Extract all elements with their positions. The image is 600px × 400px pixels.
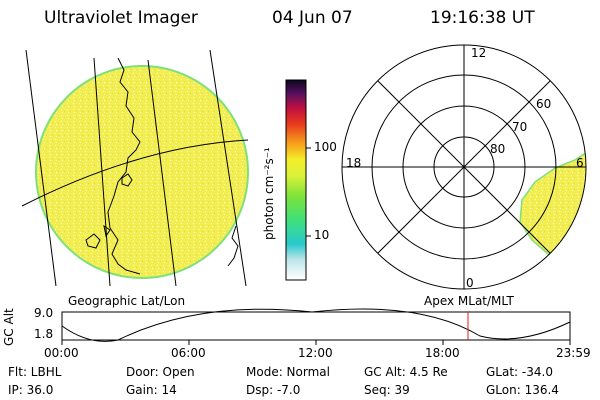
info-door: Door: Open: [126, 365, 195, 379]
timeline-xtick-1200: 12:00: [298, 346, 333, 360]
info-glat: GLat: -34.0: [486, 365, 553, 379]
info-glon: GLon: 136.4: [486, 383, 559, 397]
mlt-label-6: 6: [576, 156, 584, 170]
geographic-caption: Geographic Lat/Lon: [68, 294, 186, 308]
timeline-xtick-2359: 23:59: [556, 346, 591, 360]
mlt-label-12: 12: [471, 46, 487, 60]
timeline-xtick-0000: 00:00: [44, 346, 79, 360]
date-label: 04 Jun 07: [272, 8, 353, 28]
polar-plot: [341, 44, 587, 290]
info-flt: Flt: LBHL: [8, 365, 62, 379]
info-ip: IP: 36.0: [8, 383, 54, 397]
colorbar-unit-label: photon cm⁻²s⁻¹: [262, 147, 276, 240]
mlt-label-18: 18: [346, 156, 362, 170]
timeline-ytick-low: 1.8: [34, 327, 54, 341]
info-seq: Seq: 39: [364, 383, 410, 397]
timeline-ytick-high: 9.0: [34, 306, 54, 320]
timeline-ylabel: GC Alt: [2, 308, 16, 346]
colorbar-tick-100: 100: [314, 140, 337, 154]
colorbar: [285, 79, 311, 281]
info-gc-alt: GC Alt: 4.5 Re: [364, 365, 448, 379]
info-dsp: Dsp: -7.0: [246, 383, 301, 397]
info-mode: Mode: Normal: [246, 365, 330, 379]
mlt-label-0: 0: [466, 276, 474, 290]
instrument-title: Ultraviolet Imager: [44, 8, 198, 28]
info-gain: Gain: 14: [126, 383, 177, 397]
earth-image: [21, 49, 249, 287]
timeline-plot: [61, 308, 571, 345]
colorbar-tick-10: 10: [314, 228, 330, 242]
lat-label-70: 70: [512, 120, 528, 134]
apex-caption: Apex MLat/MLT: [424, 294, 514, 308]
timeline-xtick-0600: 06:00: [171, 346, 206, 360]
lat-label-60: 60: [536, 97, 552, 111]
timeline-xtick-1800: 18:00: [425, 346, 460, 360]
lat-label-80: 80: [490, 142, 506, 156]
time-label: 19:16:38 UT: [430, 8, 535, 28]
